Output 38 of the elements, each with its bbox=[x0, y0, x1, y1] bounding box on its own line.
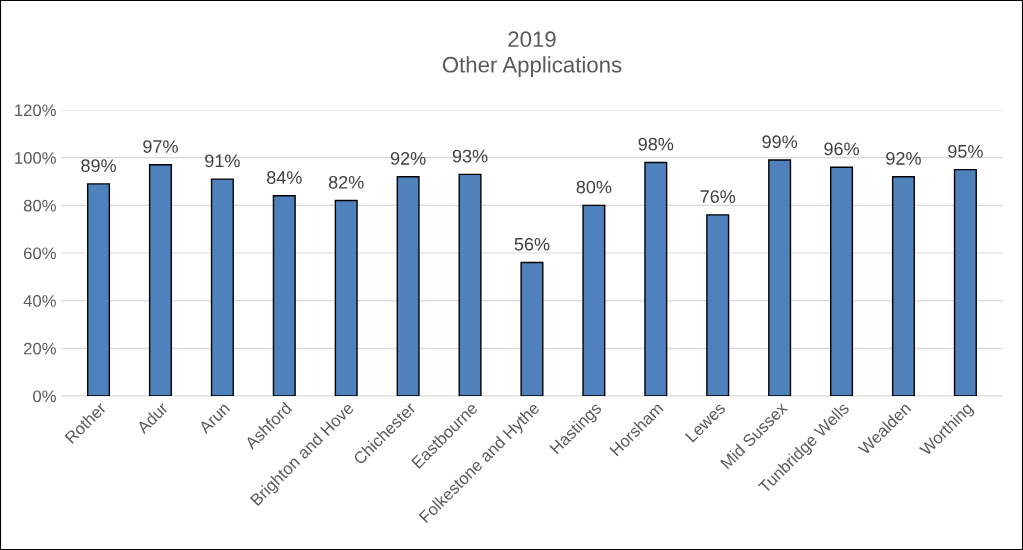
y-tick-label: 20% bbox=[24, 342, 56, 355]
bar bbox=[520, 261, 544, 396]
bar bbox=[953, 168, 977, 396]
bar bbox=[334, 199, 358, 396]
bar bbox=[87, 183, 111, 396]
y-tick-label: 40% bbox=[23, 295, 56, 307]
bar bbox=[210, 178, 234, 396]
data-label: 76% bbox=[700, 190, 736, 203]
data-label: 92% bbox=[390, 152, 426, 165]
y-tick-label: 60% bbox=[24, 247, 56, 260]
y-tick-label: 100% bbox=[15, 152, 56, 164]
data-label: 96% bbox=[824, 142, 859, 156]
data-label: 98% bbox=[638, 137, 674, 151]
y-tick-label: 80% bbox=[23, 199, 56, 212]
bar bbox=[582, 204, 606, 396]
bar bbox=[644, 161, 668, 396]
data-label: 84% bbox=[267, 171, 302, 184]
y-tick-label: 0% bbox=[33, 390, 56, 403]
data-label: 56% bbox=[514, 237, 550, 251]
data-label: 91% bbox=[205, 154, 240, 168]
y-tick-label: 120% bbox=[15, 104, 56, 117]
data-label: 80% bbox=[576, 180, 612, 194]
data-label: 82% bbox=[328, 175, 364, 189]
bar bbox=[396, 176, 420, 396]
bar bbox=[706, 214, 730, 396]
data-label: 92% bbox=[886, 152, 921, 165]
data-label: 95% bbox=[948, 144, 983, 158]
bar bbox=[458, 173, 482, 396]
data-label: 97% bbox=[143, 140, 178, 153]
bar bbox=[768, 159, 792, 396]
bar bbox=[830, 166, 854, 396]
data-label: 93% bbox=[452, 149, 488, 163]
data-label: 99% bbox=[762, 135, 798, 149]
bar bbox=[891, 176, 916, 396]
bar bbox=[272, 195, 296, 396]
data-label: 89% bbox=[81, 159, 116, 172]
bar bbox=[148, 164, 172, 396]
chart-title: 2019 Other Applications bbox=[442, 31, 622, 77]
